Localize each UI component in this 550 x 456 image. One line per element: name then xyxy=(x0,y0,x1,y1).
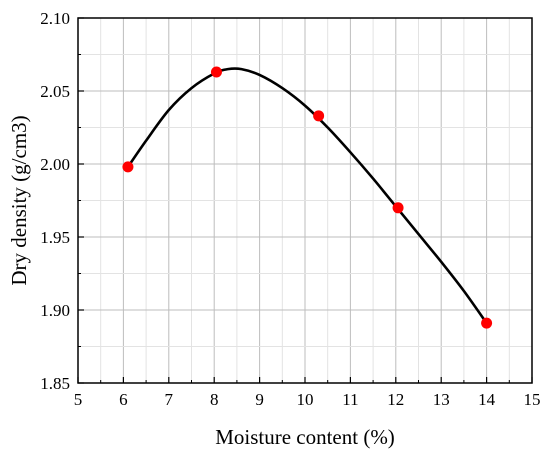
y-tick-label: 2.05 xyxy=(40,82,70,101)
x-axis-title: Moisture content (%) xyxy=(215,425,395,449)
x-axis-ticks: 5 6 7 8 9 10 11 12 13 14 15 xyxy=(74,377,541,409)
data-point xyxy=(122,161,134,173)
fit-curve xyxy=(126,67,488,324)
y-tick-label: 2.00 xyxy=(40,155,70,174)
x-tick-label: 11 xyxy=(342,390,358,409)
data-point xyxy=(210,66,222,78)
x-tick-label: 8 xyxy=(210,390,219,409)
x-tick-label: 14 xyxy=(478,390,496,409)
data-points-layer xyxy=(122,66,493,329)
x-tick-label: 12 xyxy=(387,390,404,409)
x-tick-label: 15 xyxy=(524,390,541,409)
grid xyxy=(77,17,533,384)
y-tick-label: 1.85 xyxy=(40,374,70,393)
y-tick-label: 2.10 xyxy=(40,9,70,28)
x-tick-label: 10 xyxy=(297,390,314,409)
x-tick-label: 5 xyxy=(74,390,83,409)
y-axis-title: Dry density (g/cm3) xyxy=(7,115,31,285)
x-tick-label: 9 xyxy=(255,390,264,409)
data-point xyxy=(313,110,325,122)
fit-curve-layer xyxy=(126,67,488,324)
y-tick-label: 1.95 xyxy=(40,228,70,247)
data-point xyxy=(481,317,493,329)
y-tick-label: 1.90 xyxy=(40,301,70,320)
x-tick-label: 7 xyxy=(165,390,174,409)
y-axis-ticks: 1.85 1.90 1.95 2.00 2.05 2.10 xyxy=(40,9,84,393)
x-tick-label: 13 xyxy=(433,390,450,409)
x-tick-label: 6 xyxy=(119,390,128,409)
data-point xyxy=(392,202,404,214)
